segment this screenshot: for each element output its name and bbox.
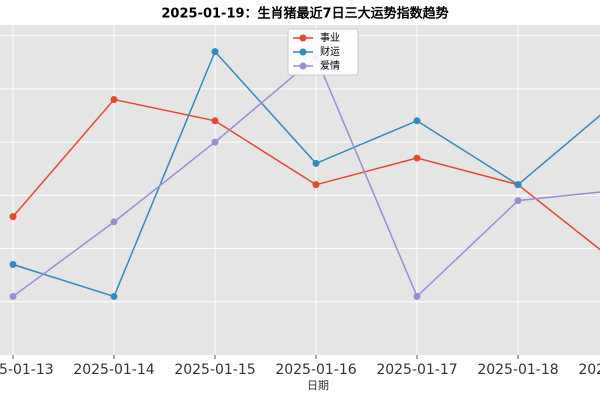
x-tick-label: 2025-01-19 bbox=[578, 362, 600, 378]
data-point bbox=[9, 213, 17, 221]
chart-title: 2025-01-19：生肖猪最近7日三大运势指数趋势 bbox=[161, 6, 448, 22]
data-point bbox=[110, 96, 118, 104]
data-point bbox=[211, 138, 219, 146]
data-point bbox=[413, 117, 421, 125]
x-tick-label: 2025-01-13 bbox=[0, 362, 54, 378]
x-tick-label: 2025-01-17 bbox=[376, 362, 457, 378]
x-tick-label: 2025-01-14 bbox=[73, 362, 154, 378]
data-point bbox=[514, 181, 522, 189]
legend-label: 事业 bbox=[320, 31, 340, 44]
data-point bbox=[9, 292, 17, 300]
x-tick-label: 2025-01-15 bbox=[174, 362, 255, 378]
legend-label: 爱情 bbox=[320, 59, 340, 72]
data-point bbox=[312, 181, 320, 189]
legend-label: 财运 bbox=[320, 45, 340, 58]
data-point bbox=[514, 197, 522, 205]
x-tick-label: 2025-01-16 bbox=[275, 362, 356, 378]
data-point bbox=[211, 48, 219, 56]
data-point bbox=[413, 292, 421, 300]
legend-marker bbox=[299, 48, 307, 56]
plot-area bbox=[0, 25, 600, 355]
data-point bbox=[312, 159, 320, 167]
data-point bbox=[211, 117, 219, 125]
data-point bbox=[9, 261, 17, 269]
data-point bbox=[413, 154, 421, 162]
x-tick-label: 2025-01-18 bbox=[477, 362, 558, 378]
lines bbox=[9, 48, 600, 300]
data-point bbox=[110, 292, 118, 300]
data-point bbox=[110, 218, 118, 226]
x-axis-label: 日期 bbox=[307, 379, 329, 392]
legend-marker bbox=[299, 62, 307, 70]
legend-box bbox=[287, 28, 359, 76]
legend-marker bbox=[299, 34, 307, 42]
